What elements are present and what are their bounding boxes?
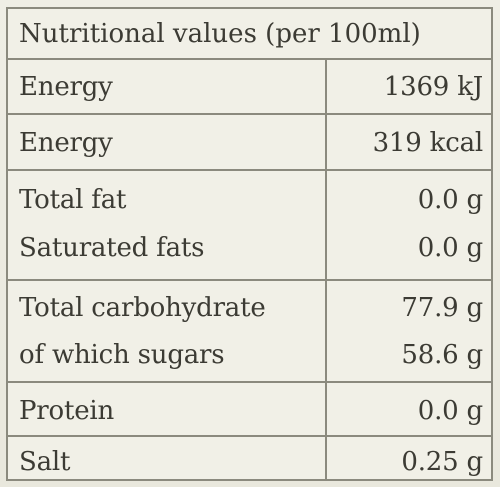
nutrient-value: 0.25 g (401, 447, 483, 477)
nutrient-name: Total fat (19, 185, 127, 215)
row-label-cell: Energy (8, 60, 327, 113)
row-value-cell: 77.9 g 58.6 g (327, 281, 491, 381)
nutrient-value: 1369 kJ (383, 72, 483, 102)
row-value-cell: 1369 kJ (327, 60, 491, 113)
row-value-cell: 319 kcal (327, 115, 491, 169)
row-value-cell: 0.0 g 0.0 g (327, 171, 491, 279)
row-label-cell: Energy (8, 115, 327, 169)
nutrient-name: Total carbohydrate (19, 293, 266, 323)
nutrient-subvalue: 0.0 g (417, 233, 483, 263)
nutrition-table: Nutritional values (per 100ml) Energy 13… (6, 7, 493, 481)
nutrient-name: Energy (19, 72, 113, 102)
table-row-energy-kcal: Energy 319 kcal (8, 115, 491, 171)
row-label-cell: Protein (8, 383, 327, 435)
row-label-cell: Total fat Saturated fats (8, 171, 327, 279)
table-row-salt: Salt 0.25 g (8, 437, 491, 479)
row-label-cell: Salt (8, 437, 327, 479)
nutrient-value: 0.0 g (417, 396, 483, 426)
table-row-energy-kj: Energy 1369 kJ (8, 60, 491, 115)
table-row-carbohydrate: Total carbohydrate of which sugars 77.9 … (8, 281, 491, 383)
nutrient-value: 0.0 g (417, 185, 483, 215)
table-row-fat: Total fat Saturated fats 0.0 g 0.0 g (8, 171, 491, 281)
table-title: Nutritional values (per 100ml) (8, 9, 491, 60)
nutrient-value: 77.9 g (401, 293, 483, 323)
row-label-cell: Total carbohydrate of which sugars (8, 281, 327, 381)
table-row-protein: Protein 0.0 g (8, 383, 491, 437)
nutrient-value: 319 kcal (372, 128, 484, 158)
nutrient-subname: Saturated fats (19, 233, 205, 263)
row-value-cell: 0.25 g (327, 437, 491, 479)
nutrient-name: Salt (19, 447, 71, 477)
nutrient-subvalue: 58.6 g (401, 340, 483, 370)
nutrient-name: Energy (19, 128, 113, 158)
nutrient-subname: of which sugars (19, 340, 225, 370)
row-value-cell: 0.0 g (327, 383, 491, 435)
nutrient-name: Protein (19, 396, 115, 426)
